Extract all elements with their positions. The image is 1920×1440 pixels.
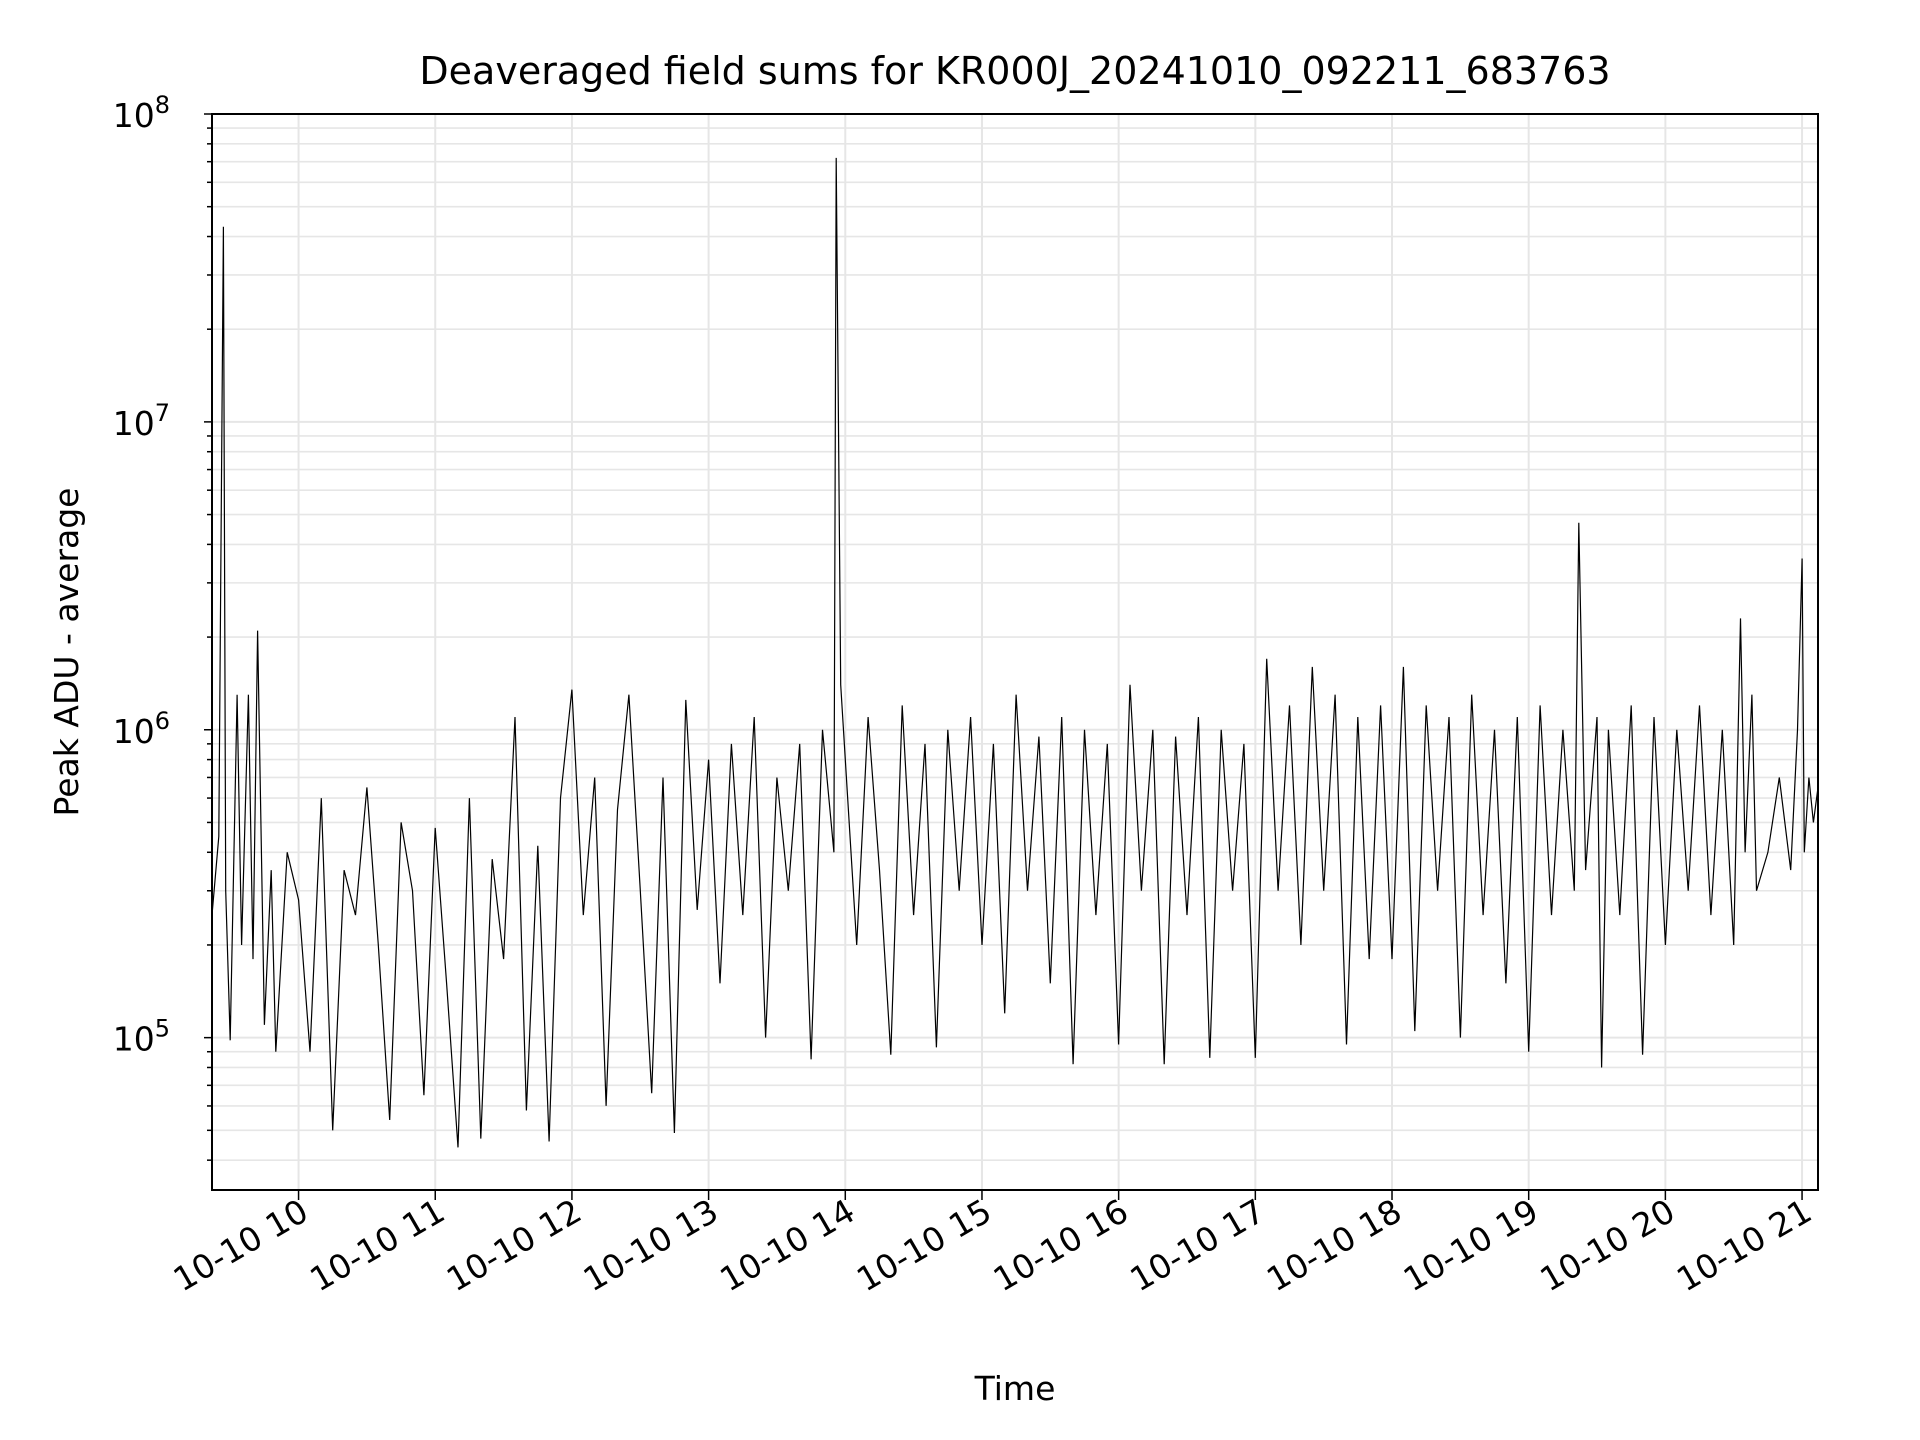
y-axis-label: Peak ADU - average: [47, 488, 86, 817]
series-line: [211, 157, 1819, 1148]
y-tick-label: 106: [113, 707, 170, 751]
chart-title: Deaveraged field sums for KR000J_2024101…: [419, 49, 1610, 93]
y-tick-label: 105: [113, 1015, 170, 1059]
plot-frame: [211, 113, 1819, 1191]
y-tick-label: 108: [113, 91, 170, 135]
y-tick-label: 107: [113, 399, 170, 443]
series-layer: [211, 157, 1819, 1148]
x-axis-label: Time: [974, 1369, 1056, 1408]
